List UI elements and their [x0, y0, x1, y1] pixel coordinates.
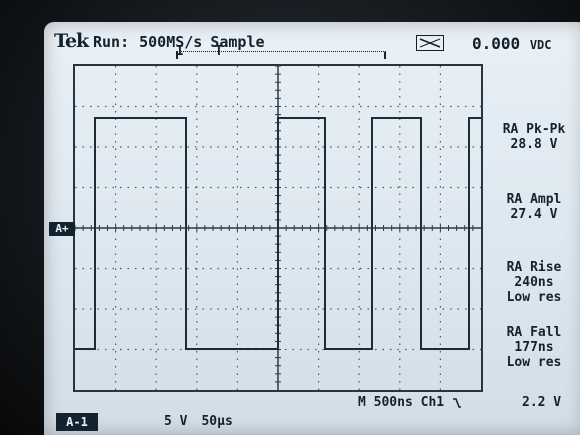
dc-voltage-readout: 0.000 VDC [472, 34, 552, 53]
run-state: Run: [93, 33, 130, 51]
timebase-readout: M 500ns Ch1 [358, 395, 462, 410]
measurement-name: RA Rise [506, 260, 562, 275]
measurement-note: Low res [506, 290, 562, 305]
measurement-amplitude: RA Ampl 27.4 V [484, 192, 580, 222]
measurement-note: Low res [506, 355, 562, 370]
falling-edge-icon [452, 397, 461, 408]
measurement-rise: RA Rise 240ns Low res [484, 260, 580, 305]
measurement-name: RA Pk-Pk [502, 122, 566, 137]
measurement-value: 28.8 V [510, 137, 558, 152]
scale-readout: 5 V 50µs [164, 414, 233, 429]
readout-unit: VDC [529, 38, 552, 52]
measurement-fall: RA Fall 177ns Low res [484, 325, 580, 370]
horizontal-scale: 50µs [201, 414, 233, 429]
record-start-marker: I [176, 44, 184, 59]
waveform-display [75, 66, 481, 390]
trigger-position-marker: T [215, 44, 223, 59]
sample-rate: 500MS/s [139, 33, 203, 51]
readout-value: 0.000 [472, 34, 521, 53]
timebase-text: M 500ns Ch1 [358, 395, 445, 410]
acquisition-mode: Sample [210, 33, 265, 51]
trigger-level: 2.2 V [522, 395, 562, 410]
waveform-trace [75, 117, 481, 350]
brand-logo: Tek [54, 30, 89, 52]
vertical-scale: 5 V [164, 414, 188, 429]
waveform-graticule [73, 64, 483, 392]
channel-label[interactable]: A-1 [56, 413, 98, 431]
measurement-pk-pk: RA Pk-Pk 28.8 V [484, 122, 580, 152]
oscilloscope-screen: Tek Run: 500MS/s Sample 0.000 VDC I T A+ R… [44, 22, 580, 435]
measurement-value: 177ns [514, 340, 554, 355]
acquisition-status: Run: 500MS/s Sample [93, 33, 265, 51]
measurement-name: RA Fall [506, 325, 562, 340]
measurement-name: RA Ampl [506, 192, 562, 207]
trigger-position-bracket [176, 51, 386, 59]
channel-ground-marker[interactable]: A+ [49, 222, 75, 236]
measurement-value: 27.4 V [510, 207, 558, 222]
dc-coupling-icon [416, 35, 444, 51]
measurement-value: 240ns [514, 275, 554, 290]
